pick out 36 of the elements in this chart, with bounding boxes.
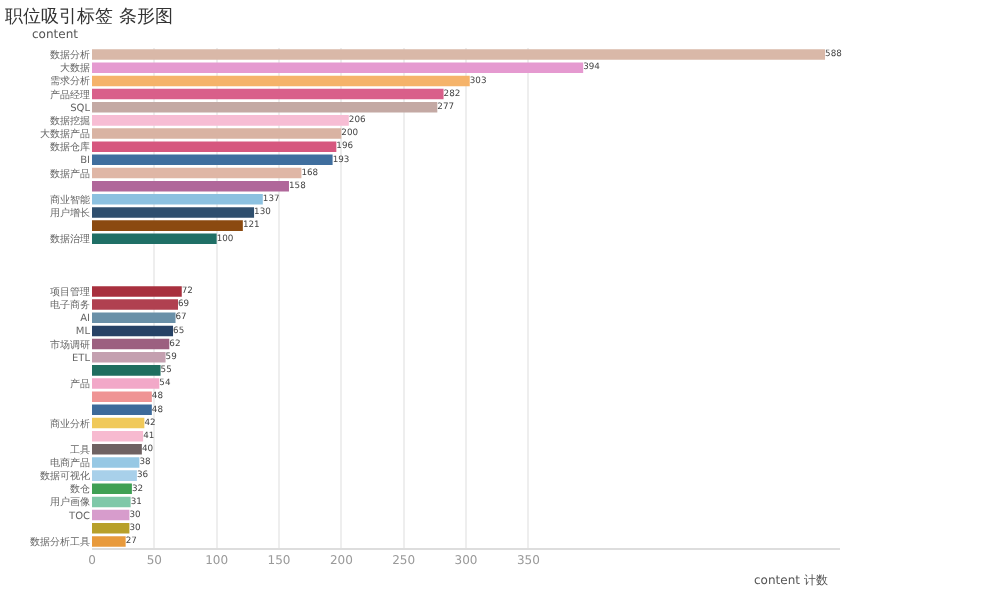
bar [92, 483, 132, 495]
bar [92, 536, 126, 547]
bar [92, 141, 337, 152]
bar [92, 49, 826, 60]
bar [92, 470, 137, 481]
bar [92, 325, 174, 337]
bar [92, 312, 176, 323]
bar [92, 128, 342, 139]
bar [92, 417, 145, 429]
bar [92, 62, 584, 73]
bar [92, 378, 160, 389]
bar [92, 286, 182, 297]
bar [92, 299, 179, 310]
chart-title: 职位吸引标签 条形图 [5, 5, 173, 28]
bar [92, 180, 289, 192]
bar [92, 194, 263, 205]
bar [92, 391, 152, 402]
bar [92, 430, 144, 442]
bar [92, 365, 161, 376]
bar [92, 404, 152, 416]
bar [92, 154, 333, 166]
bar [92, 351, 166, 363]
bar [92, 509, 130, 521]
bar [92, 444, 142, 455]
bar [92, 88, 444, 100]
bar [92, 523, 130, 534]
bar [92, 233, 217, 245]
bar [92, 115, 349, 126]
bar [92, 457, 140, 468]
bar [92, 167, 302, 179]
bar [92, 207, 255, 218]
bar [92, 75, 470, 87]
bar [92, 220, 243, 231]
bar [92, 496, 131, 508]
bar [92, 338, 170, 350]
bar [92, 101, 438, 113]
